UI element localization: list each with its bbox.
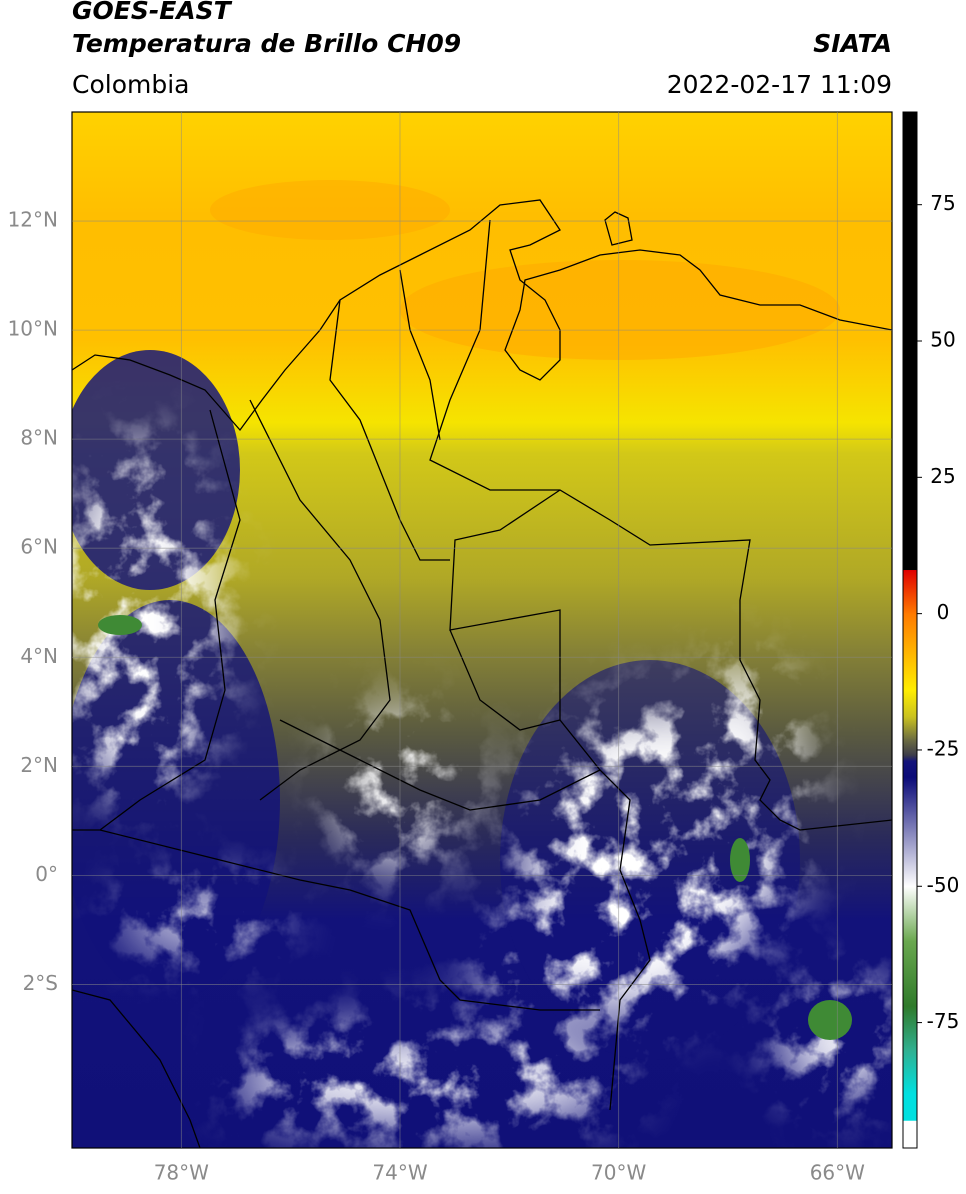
subtitle: Temperatura de Brillo CH09 <box>72 29 461 58</box>
y-tick-label: 12°N <box>8 208 58 232</box>
datetime: 2022-02-17 11:09 <box>667 70 892 99</box>
map-imagery <box>72 112 892 1148</box>
y-tick-label: 2°N <box>20 753 58 777</box>
title: GOES-EAST <box>72 0 233 25</box>
colorbar-segment <box>903 112 917 571</box>
colorbar-segment <box>903 886 917 942</box>
colorbar-segment <box>903 739 917 756</box>
colorbar-segment <box>903 570 917 615</box>
colorbar-tick-label: 25 <box>930 464 955 488</box>
colorbar-frame <box>902 111 918 1149</box>
colorbar-segment <box>903 613 917 691</box>
colorbar-segment <box>903 1006 917 1051</box>
x-tick-label: 70°W <box>591 1161 646 1185</box>
colorbar-tick-label: 0 <box>937 600 950 624</box>
colorbar-segment <box>903 755 917 762</box>
y-tick-label: 6°N <box>20 535 58 559</box>
y-tick-label: 10°N <box>8 317 58 341</box>
x-tick-label: 78°W <box>154 1161 209 1185</box>
colorbar-segment <box>903 1093 917 1122</box>
colorbar-segment <box>903 777 917 887</box>
colorbar-segment <box>903 717 917 740</box>
colorbar-segment <box>903 1049 917 1094</box>
x-tick-label: 66°W <box>810 1161 865 1185</box>
colorbar-segment <box>903 689 917 718</box>
y-tick-label: 2°S <box>23 971 58 995</box>
region: Colombia <box>72 70 189 99</box>
y-tick-label: 4°N <box>20 644 58 668</box>
y-tick-label: 0° <box>35 862 58 886</box>
map-frame <box>71 111 893 1149</box>
x-tick-label: 74°W <box>372 1161 427 1185</box>
colorbar-segment <box>903 940 917 1007</box>
colorbar-tick-label: -75 <box>927 1009 960 1033</box>
colorbar-tick-label: -50 <box>927 873 960 897</box>
colorbar-tick-label: 75 <box>930 191 955 215</box>
source: SIATA <box>813 29 892 58</box>
colorbar-tick-label: -25 <box>927 736 960 760</box>
colorbar-segment <box>903 760 917 778</box>
colorbar-tick-label: 50 <box>930 328 955 352</box>
colorbar-segment <box>903 1120 917 1149</box>
y-tick-label: 8°N <box>20 426 58 450</box>
